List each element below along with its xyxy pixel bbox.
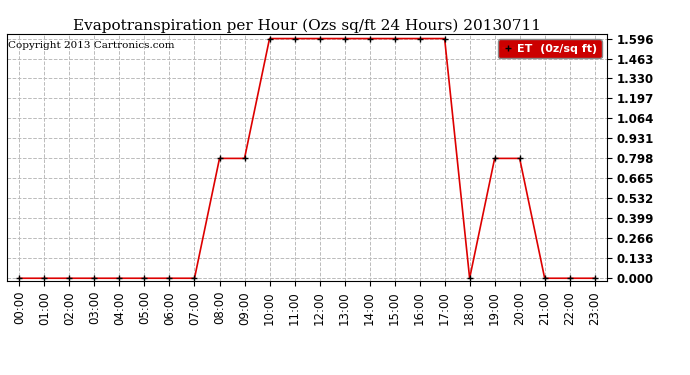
ET  (0z/sq ft): [240, 156, 248, 160]
ET  (0z/sq ft): [466, 276, 474, 280]
Line: ET  (0z/sq ft): ET (0z/sq ft): [17, 36, 598, 281]
ET  (0z/sq ft): [440, 36, 449, 41]
ET  (0z/sq ft): [340, 36, 348, 41]
ET  (0z/sq ft): [566, 276, 574, 280]
ET  (0z/sq ft): [15, 276, 23, 280]
ET  (0z/sq ft): [366, 36, 374, 41]
ET  (0z/sq ft): [540, 276, 549, 280]
ET  (0z/sq ft): [315, 36, 324, 41]
ET  (0z/sq ft): [591, 276, 599, 280]
ET  (0z/sq ft): [415, 36, 424, 41]
ET  (0z/sq ft): [40, 276, 48, 280]
Title: Evapotranspiration per Hour (Ozs sq/ft 24 Hours) 20130711: Evapotranspiration per Hour (Ozs sq/ft 2…: [73, 18, 541, 33]
ET  (0z/sq ft): [66, 276, 74, 280]
ET  (0z/sq ft): [140, 276, 148, 280]
ET  (0z/sq ft): [215, 156, 224, 160]
Text: Copyright 2013 Cartronics.com: Copyright 2013 Cartronics.com: [8, 41, 175, 50]
ET  (0z/sq ft): [115, 276, 124, 280]
ET  (0z/sq ft): [290, 36, 299, 41]
ET  (0z/sq ft): [515, 156, 524, 160]
ET  (0z/sq ft): [391, 36, 399, 41]
ET  (0z/sq ft): [190, 276, 199, 280]
ET  (0z/sq ft): [266, 36, 274, 41]
ET  (0z/sq ft): [166, 276, 174, 280]
ET  (0z/sq ft): [90, 276, 99, 280]
ET  (0z/sq ft): [491, 156, 499, 160]
Legend: ET  (0z/sq ft): ET (0z/sq ft): [498, 39, 602, 58]
